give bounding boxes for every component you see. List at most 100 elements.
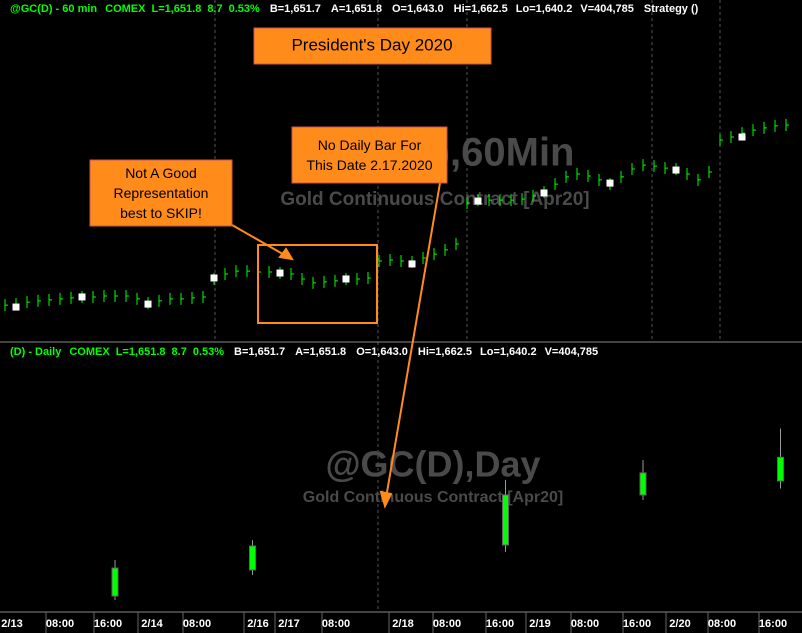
hourly-bar: [290, 268, 294, 281]
hourly-bar: [356, 272, 360, 285]
header-item: Lo=1,640.2: [480, 346, 537, 358]
header-item: A=1,651.8: [331, 3, 382, 15]
header-item: V=404,785: [545, 346, 599, 358]
hourly-bar: [26, 296, 30, 309]
header-item: B=1,651.7: [270, 3, 321, 15]
header: (D) - Daily COMEX L=1,651.8 8.7 0.53% B=1,651…: [10, 346, 598, 358]
x-tick-label: 2/19: [529, 618, 550, 630]
header-item: A=1,651.8: [295, 346, 346, 358]
strategy-marker: [276, 269, 284, 277]
hourly-bar: [191, 291, 195, 304]
x-tick-label: 16:00: [94, 618, 122, 630]
hourly-bar: [488, 194, 492, 207]
hourly-bar: [664, 162, 668, 175]
hourly-bar: [521, 193, 525, 206]
x-tick-label: 08:00: [322, 618, 350, 630]
strategy-marker: [342, 275, 350, 283]
strategy-marker: [408, 260, 416, 268]
hourly-bar: [246, 265, 250, 278]
header-item: @GC(D) - 60 min: [10, 3, 97, 15]
hourly-bar: [136, 292, 140, 305]
x-tick-label: 2/13: [1, 618, 22, 630]
strategy-marker: [606, 179, 614, 187]
x-tick-label: 2/14: [141, 618, 163, 630]
header-item: B=1,651.7: [234, 346, 285, 358]
hourly-bar: [686, 167, 690, 180]
header-item: COMEX: [69, 346, 110, 358]
annotation: President's Day 2020: [291, 35, 452, 54]
strategy-marker: [738, 133, 746, 141]
hourly-bar: [554, 178, 558, 191]
hourly-bar: [235, 265, 239, 278]
hourly-bar: [455, 237, 459, 250]
hourly-bar: [785, 118, 789, 131]
hourly-bar: [620, 170, 624, 183]
header-item: 0.53%: [193, 346, 224, 358]
hourly-bar: [774, 119, 778, 132]
plot: [4, 118, 789, 601]
hourly-bar: [48, 293, 52, 306]
time-axis: 2/13 08:00 16:00 2/14 08:00 2/16 2/17 08:00 2/18…: [1, 612, 787, 633]
hourly-bar: [719, 133, 723, 146]
hourly-bar: [323, 275, 327, 288]
hourly-bar: [587, 169, 591, 182]
hourly-bar: [697, 173, 701, 186]
annotation-text: No Daily Bar For This Date 2.17.2020: [306, 137, 433, 173]
annotation: Not A Good Representation best to SKIP!: [113, 165, 209, 221]
strategy-marker: [144, 300, 152, 308]
highlight-box: [257, 244, 378, 324]
header: @GC(D) - 60 min COMEX L=1,651.8 8.7 0.53% B=1…: [10, 3, 699, 15]
header-item: Lo=1,640.2: [516, 3, 573, 15]
x-tick-label: 08:00: [183, 618, 211, 630]
x-tick-label: 2/20: [669, 618, 690, 630]
header-item: 8.7: [207, 3, 222, 15]
header-item: (D) - Daily: [10, 346, 62, 358]
annotation-box: [89, 159, 233, 227]
header-item: 8.7: [172, 346, 187, 358]
candle-body: [111, 567, 119, 597]
hourly-bar: [312, 276, 316, 289]
hourly-bar: [565, 170, 569, 183]
watermark-subtitle: Gold Continuous Contract [Apr20]: [280, 189, 589, 210]
header-item: Strategy (): [644, 3, 699, 15]
header-item: L=1,651.8: [151, 3, 201, 15]
hourly-bar: [367, 271, 371, 284]
hourly-bar: [169, 292, 173, 305]
hourly-bar: [37, 294, 41, 307]
hourly-bar: [334, 274, 338, 287]
x-tick-label: 2/17: [278, 618, 299, 630]
hourly-bar: [510, 194, 514, 207]
x-tick-label: 2/18: [392, 618, 413, 630]
header-item: Hi=1,662.5: [454, 3, 508, 15]
hourly-bar: [180, 292, 184, 305]
candle-body: [777, 456, 784, 482]
x-tick-label: 2/16: [247, 618, 268, 630]
candle-body: [502, 494, 509, 546]
hourly-bar: [202, 290, 206, 303]
strategy-marker: [12, 303, 20, 311]
hourly-bar: [301, 272, 305, 285]
hourly-bar: [224, 268, 228, 281]
watermark: @GC(D),Day: [325, 444, 540, 485]
header-item: Hi=1,662.5: [418, 346, 472, 358]
hourly-bar: [70, 291, 74, 304]
header-item: O=1,643.0: [392, 3, 444, 15]
hourly-bar: [598, 173, 602, 186]
hourly-bar: [576, 167, 580, 180]
watermark-subtitle: Gold Continuous Contract [Apr20]: [303, 489, 563, 506]
header-item: COMEX: [105, 3, 146, 15]
header-item: O=1,643.0: [356, 346, 408, 358]
hourly-bar: [532, 189, 536, 202]
hourly-bar: [653, 160, 657, 173]
x-tick-label: 16:00: [759, 618, 787, 630]
x-tick-label: 08:00: [433, 618, 461, 630]
annotation-text: Not A Good Representation best to SKIP!: [113, 165, 209, 221]
x-tick-label: 16:00: [623, 618, 651, 630]
hourly-bar: [378, 254, 382, 267]
hourly-bar: [389, 253, 393, 266]
strategy-marker: [210, 274, 218, 282]
hourly-bar: [158, 294, 162, 307]
hourly-bar: [752, 124, 756, 137]
hourly-bar: [631, 163, 635, 176]
annotation-box: [291, 126, 448, 184]
